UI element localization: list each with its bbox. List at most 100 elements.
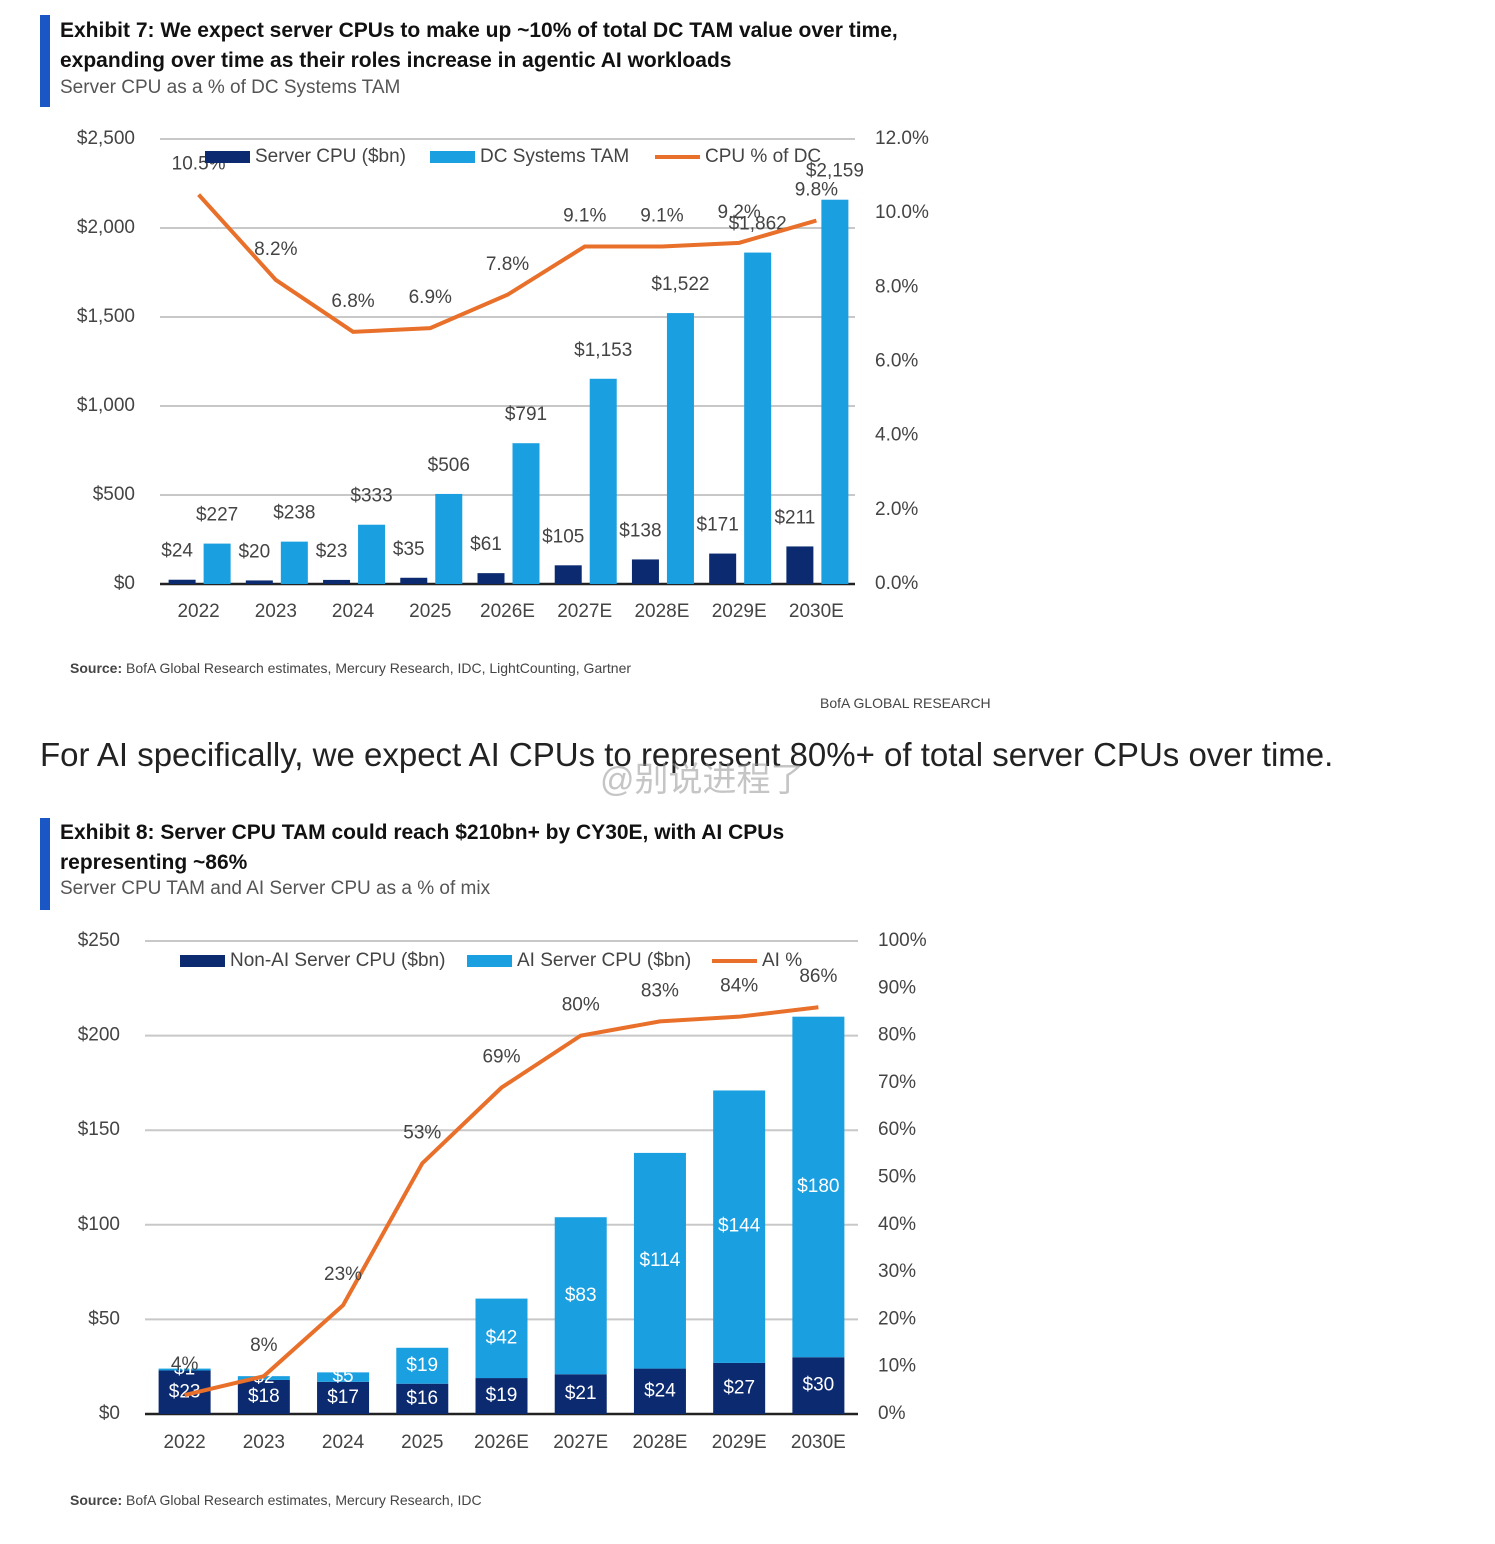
y-tick-label: $500 (93, 484, 135, 505)
bar-segment (396, 1347, 449, 1384)
chart-title: Exhibit 8: Server CPU TAM could reach $2… (60, 821, 785, 874)
y-tick-label: $100 (78, 1214, 120, 1235)
value-label: $5 (332, 1366, 353, 1387)
bar (512, 443, 540, 584)
y-tick-label: $1,000 (77, 395, 135, 416)
legend-swatch (180, 955, 225, 967)
legend-swatch (467, 955, 512, 967)
bar-segment (633, 1368, 686, 1414)
source: Source: BofA Global Research estimates, … (70, 1492, 482, 1508)
bar (245, 580, 273, 584)
chart-title: Exhibit 7: We expect server CPUs to make… (60, 19, 898, 72)
x-tick-label: 2025 (409, 601, 451, 622)
y2-tick-label: 50% (878, 1167, 916, 1188)
value-label: $138 (619, 520, 661, 541)
y2-tick-label: 12.0% (875, 128, 929, 149)
value-label: $61 (470, 534, 502, 555)
chart-subtitle: Server CPU as a % of DC Systems TAM (60, 77, 401, 98)
value-label: $1,862 (729, 214, 787, 235)
x-tick-label: 2026E (474, 1432, 529, 1453)
y-tick-label: $0 (99, 1403, 120, 1424)
value-label: $114 (640, 1250, 681, 1271)
line-label: 9.1% (640, 206, 683, 227)
x-tick-label: 2022 (177, 601, 219, 622)
y2-tick-label: 100% (878, 930, 927, 951)
bar (203, 543, 231, 584)
value-label: $180 (797, 1176, 839, 1197)
bar (631, 559, 659, 584)
x-tick-label: 2027E (553, 1432, 608, 1453)
value-label: $30 (803, 1375, 835, 1396)
chart-subtitle: Server CPU TAM and AI Server CPU as a % … (60, 878, 491, 899)
x-tick-label: 2026E (480, 601, 535, 622)
value-label: $21 (565, 1383, 597, 1404)
x-tick-label: 2030E (789, 601, 844, 622)
accent-bar (40, 818, 50, 910)
y-tick-label: $50 (88, 1308, 120, 1329)
bar (821, 199, 849, 584)
value-label: $23 (169, 1381, 201, 1402)
bar-segment (317, 1372, 370, 1382)
value-label: $791 (505, 404, 547, 425)
bar (323, 579, 351, 584)
bar-segment (396, 1383, 449, 1414)
bar-segment (237, 1379, 290, 1414)
y2-tick-label: 70% (878, 1072, 916, 1093)
y2-tick-label: 80% (878, 1025, 916, 1046)
bar-segment (792, 1016, 845, 1358)
value-label: $227 (196, 505, 238, 526)
legend-swatch (430, 151, 475, 163)
bar (280, 541, 308, 584)
line-label: 84% (720, 976, 758, 997)
x-tick-label: 2029E (712, 601, 767, 622)
legend-label: DC Systems TAM (480, 146, 629, 167)
y-tick-label: $150 (78, 1119, 120, 1140)
bar-segment (792, 1357, 845, 1414)
value-label: $19 (486, 1385, 518, 1406)
source-label: Source: (70, 660, 123, 676)
line-label: 7.8% (486, 254, 529, 275)
value-label: $1,522 (651, 274, 709, 295)
bar (744, 252, 772, 584)
bar (666, 313, 694, 584)
bar (477, 573, 505, 584)
bar-segment (554, 1374, 607, 1414)
x-tick-label: 2024 (332, 601, 375, 622)
y-tick-label: $200 (78, 1025, 120, 1046)
y-tick-label: $0 (114, 573, 135, 594)
bar (786, 546, 814, 584)
value-label: $2,159 (806, 161, 864, 182)
bar (168, 579, 196, 584)
x-tick-label: 2024 (322, 1432, 365, 1453)
line-label: 83% (641, 980, 679, 1001)
value-label: $24 (644, 1380, 676, 1401)
bar-segment (317, 1381, 370, 1414)
legend-label: AI Server CPU ($bn) (517, 950, 691, 971)
line (184, 1005, 819, 1398)
source: Source: BofA Global Research estimates, … (70, 660, 631, 676)
value-label: $27 (723, 1377, 755, 1398)
bar (358, 524, 386, 584)
value-label: $19 (406, 1355, 438, 1376)
legend-label: Server CPU ($bn) (255, 146, 406, 167)
y2-tick-label: 0.0% (875, 573, 918, 594)
value-label: $144 (718, 1216, 761, 1237)
y-tick-label: $250 (78, 930, 120, 951)
bar-segment (475, 1378, 528, 1414)
line-label: 53% (403, 1122, 441, 1143)
value-label: $105 (542, 526, 584, 547)
y2-tick-label: 2.0% (875, 499, 918, 520)
paragraph: For AI specifically, we expect AI CPUs t… (40, 736, 1334, 773)
x-tick-label: 2025 (401, 1432, 443, 1453)
y2-tick-label: 30% (878, 1261, 916, 1282)
value-label: $506 (428, 455, 470, 476)
legend-label: Non-AI Server CPU ($bn) (230, 950, 445, 971)
x-tick-label: 2023 (255, 601, 297, 622)
y2-tick-label: 0% (878, 1403, 906, 1424)
y2-tick-label: 40% (878, 1214, 916, 1235)
line-label: 6.8% (331, 291, 374, 312)
y2-tick-label: 6.0% (875, 351, 918, 372)
line-label: 9.2% (718, 202, 761, 223)
